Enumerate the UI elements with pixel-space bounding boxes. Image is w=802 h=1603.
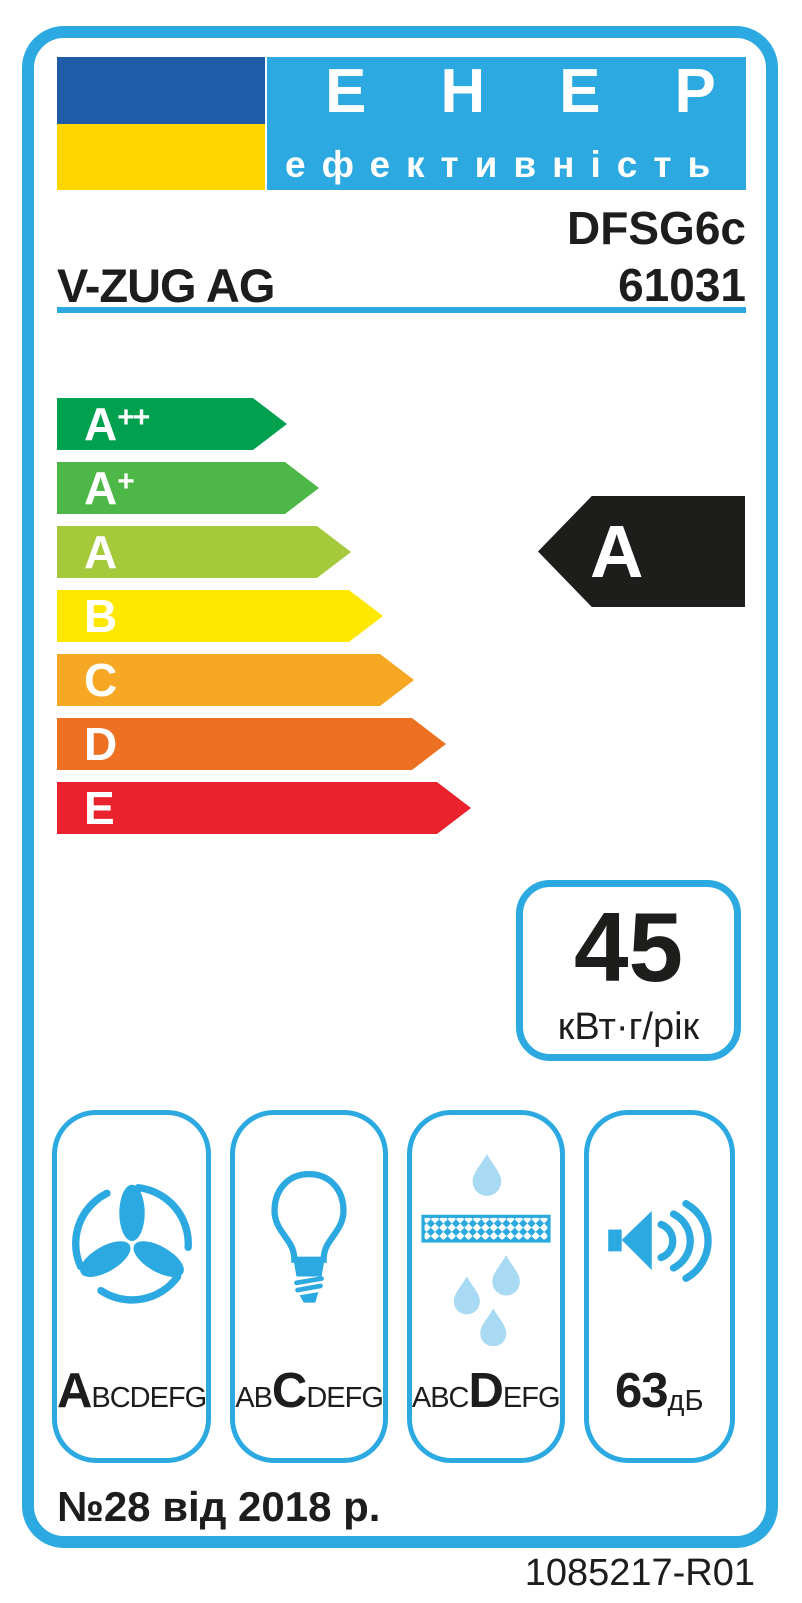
ukraine-flag bbox=[57, 57, 265, 190]
fan-class-label: A BCDEFG bbox=[57, 1364, 207, 1418]
document-code: 1085217-R01 bbox=[524, 1552, 755, 1594]
energy-efficiency-banner: ЕНЕР ефективність bbox=[267, 57, 746, 190]
rating-class-letter: A bbox=[590, 509, 644, 593]
energy-consumption-box: 45 кВт·г/рік bbox=[516, 880, 741, 1061]
energy-consumption-value: 45 bbox=[573, 891, 683, 1002]
class-arrow-d: D bbox=[57, 718, 446, 770]
banner-title-line2: ефективність bbox=[285, 144, 727, 185]
fan-efficiency-box: A BCDEFG bbox=[52, 1110, 212, 1463]
lighting-class-label: AB C DEFG bbox=[235, 1364, 384, 1418]
class-arrow-a-plus-plus: A++ bbox=[57, 398, 287, 450]
class-arrow-label: D bbox=[84, 718, 118, 770]
header-divider bbox=[57, 307, 746, 313]
speaker-icon bbox=[589, 1115, 730, 1367]
fan-icon bbox=[57, 1115, 206, 1367]
energy-consumption-unit: кВт·г/рік bbox=[557, 1005, 700, 1048]
feature-boxes: A BCDEFG AB C DEFG bbox=[52, 1110, 735, 1463]
lighting-efficiency-box: AB C DEFG bbox=[230, 1110, 388, 1463]
light-bulb-icon bbox=[235, 1115, 383, 1367]
class-arrow-label: A+ bbox=[84, 462, 133, 514]
banner-title-line1: ЕНЕР bbox=[325, 57, 746, 126]
efficiency-scale: A++ A+ A B C D E bbox=[57, 398, 471, 846]
model-line1: DFSG6c bbox=[567, 202, 746, 254]
class-arrow-a: A bbox=[57, 526, 351, 578]
grease-filter-icon bbox=[412, 1115, 560, 1367]
model-line2: 61031 bbox=[618, 259, 746, 311]
class-arrow-e: E bbox=[57, 782, 471, 834]
noise-level-box: 63 дБ bbox=[583, 1110, 735, 1463]
class-arrow-label: B bbox=[84, 590, 118, 642]
class-arrow-label: A bbox=[84, 526, 118, 578]
class-arrow-a-plus: A+ bbox=[57, 462, 319, 514]
flag-yellow-stripe bbox=[57, 123, 265, 190]
supplier-name: V-ZUG AG bbox=[57, 259, 275, 312]
flag-blue-stripe bbox=[57, 57, 265, 124]
regulation-reference: №28 від 2018 р. bbox=[57, 1483, 381, 1530]
model-identifier: DFSG6c 61031 bbox=[567, 200, 746, 314]
grease-filter-class-label: ABC D EFG bbox=[411, 1364, 561, 1418]
class-arrow-b: B bbox=[57, 590, 383, 642]
class-arrow-label: A++ bbox=[84, 398, 149, 450]
noise-level-label: 63 дБ bbox=[615, 1364, 704, 1418]
class-arrow-label: C bbox=[84, 654, 118, 706]
grease-filter-box: ABC D EFG bbox=[406, 1110, 565, 1463]
class-arrow-label: E bbox=[84, 782, 115, 834]
class-arrow-c: C bbox=[57, 654, 414, 706]
